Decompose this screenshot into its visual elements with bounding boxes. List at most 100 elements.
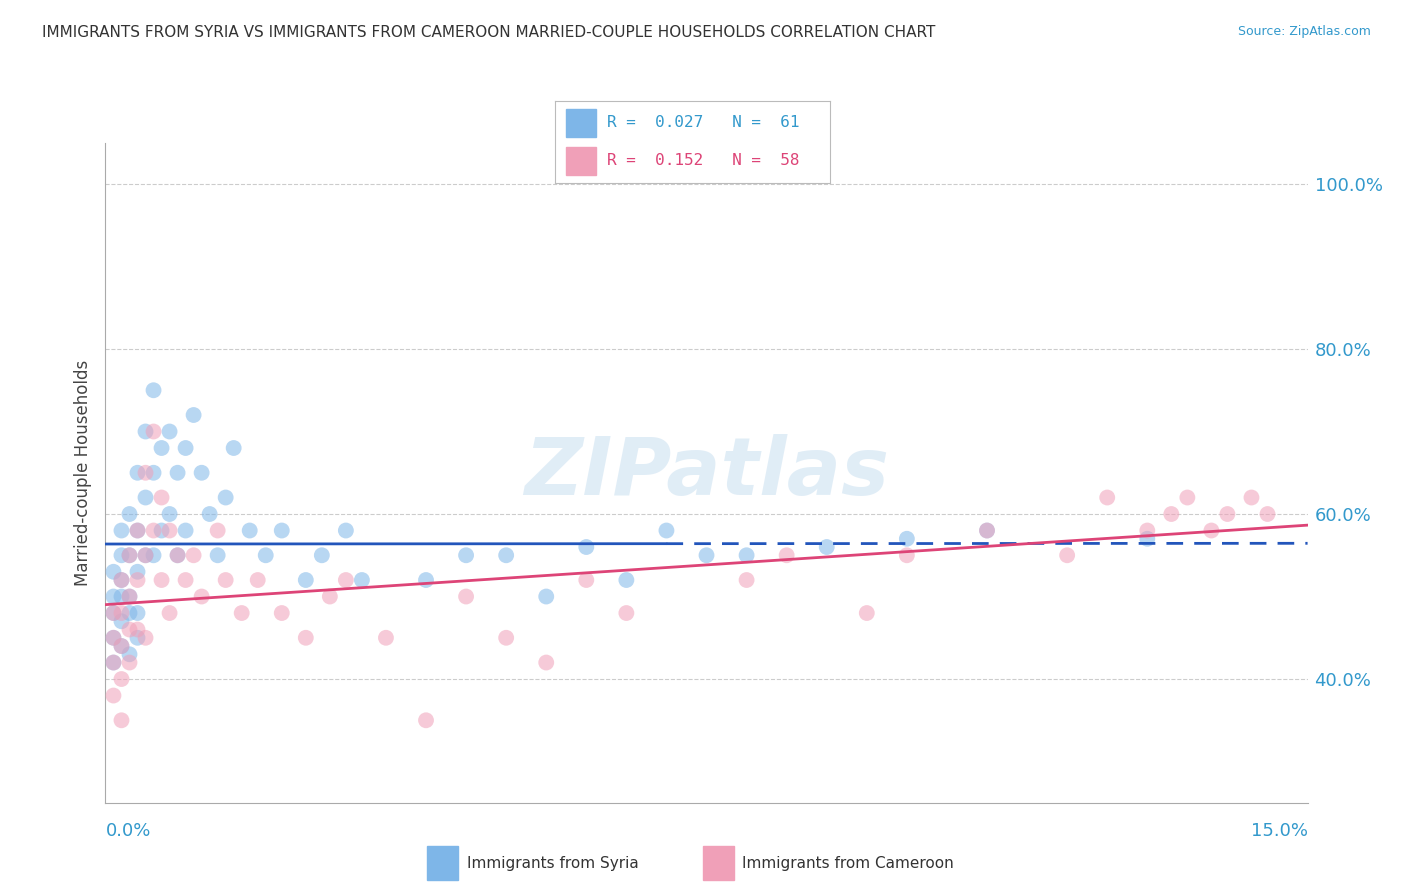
Point — [110, 573, 132, 587]
Point — [135, 631, 157, 645]
Point — [103, 606, 125, 620]
Point — [696, 548, 718, 563]
Point — [118, 590, 141, 604]
Point — [127, 524, 149, 538]
Point — [103, 631, 125, 645]
Point — [655, 524, 678, 538]
Point — [127, 573, 149, 587]
Point — [118, 648, 141, 662]
Point — [110, 590, 132, 604]
Point — [135, 425, 157, 439]
Point — [222, 441, 245, 455]
Point — [103, 565, 125, 579]
Point — [616, 573, 638, 587]
Point — [855, 606, 877, 620]
Point — [896, 548, 918, 563]
Point — [190, 466, 212, 480]
Text: R =  0.027   N =  61: R = 0.027 N = 61 — [607, 115, 800, 130]
Point — [110, 573, 132, 587]
Point — [495, 631, 517, 645]
Text: Immigrants from Cameroon: Immigrants from Cameroon — [742, 855, 955, 871]
Point — [174, 524, 197, 538]
Point — [103, 590, 125, 604]
Point — [976, 524, 998, 538]
Point — [127, 524, 149, 538]
Point — [239, 524, 262, 538]
Point — [150, 573, 173, 587]
Point — [118, 590, 141, 604]
Point — [183, 548, 205, 563]
Point — [103, 656, 125, 670]
Point — [1136, 532, 1159, 546]
Point — [374, 631, 398, 645]
Point — [198, 507, 221, 521]
Point — [1216, 507, 1239, 521]
Point — [174, 441, 197, 455]
Point — [110, 672, 132, 686]
Point — [1240, 491, 1263, 505]
Point — [118, 507, 141, 521]
Point — [127, 623, 149, 637]
Point — [142, 548, 165, 563]
Point — [335, 524, 357, 538]
Point — [616, 606, 638, 620]
Point — [103, 631, 125, 645]
Point — [135, 548, 157, 563]
Point — [110, 639, 132, 653]
Point — [159, 606, 181, 620]
Point — [135, 466, 157, 480]
Point — [174, 573, 197, 587]
Point — [166, 548, 188, 563]
Point — [534, 590, 557, 604]
Text: ZIPatlas: ZIPatlas — [524, 434, 889, 512]
Point — [270, 524, 292, 538]
Point — [110, 606, 132, 620]
Y-axis label: Married-couple Households: Married-couple Households — [73, 359, 91, 586]
Bar — [567, 109, 596, 136]
Point — [1177, 491, 1199, 505]
Text: 0.0%: 0.0% — [105, 822, 150, 840]
Point — [142, 425, 165, 439]
Point — [166, 466, 188, 480]
Point — [127, 466, 149, 480]
Point — [311, 548, 333, 563]
Point — [214, 573, 236, 587]
Point — [319, 590, 342, 604]
Point — [127, 565, 149, 579]
Point — [118, 548, 141, 563]
Point — [454, 590, 477, 604]
Point — [207, 524, 229, 538]
Text: 15.0%: 15.0% — [1250, 822, 1308, 840]
Point — [415, 573, 437, 587]
Point — [1056, 548, 1078, 563]
Text: Immigrants from Syria: Immigrants from Syria — [467, 855, 638, 871]
Point — [150, 491, 173, 505]
Point — [159, 524, 181, 538]
Point — [103, 606, 125, 620]
Point — [270, 606, 292, 620]
Point — [127, 606, 149, 620]
Point — [103, 689, 125, 703]
Point — [110, 548, 132, 563]
Bar — [567, 147, 596, 175]
Point — [159, 425, 181, 439]
Point — [976, 524, 998, 538]
Point — [142, 384, 165, 398]
Point — [183, 408, 205, 422]
Point — [118, 548, 141, 563]
Point — [495, 548, 517, 563]
Point — [415, 714, 437, 728]
Point — [231, 606, 253, 620]
Point — [110, 639, 132, 653]
Point — [295, 631, 318, 645]
Point — [103, 656, 125, 670]
Point — [1097, 491, 1119, 505]
Point — [110, 714, 132, 728]
Point — [142, 466, 165, 480]
Point — [335, 573, 357, 587]
Point — [127, 631, 149, 645]
Point — [254, 548, 277, 563]
Point — [135, 548, 157, 563]
Point — [214, 491, 236, 505]
Bar — [703, 846, 734, 880]
